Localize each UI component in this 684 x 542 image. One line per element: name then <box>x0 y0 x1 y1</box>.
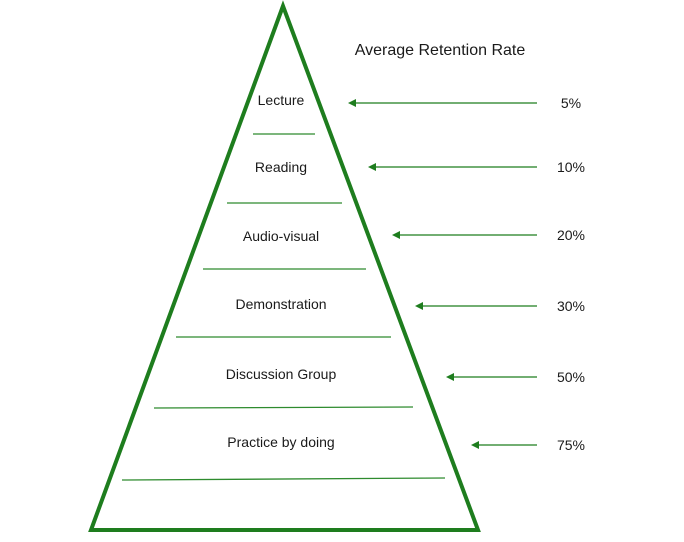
retention-rate: 10% <box>557 159 585 175</box>
level-divider-6 <box>121 477 446 481</box>
level-divider-5 <box>153 406 414 409</box>
retention-rate: 5% <box>561 95 581 111</box>
level-label: Lecture <box>258 92 305 108</box>
retention-arrow <box>392 231 537 239</box>
arrow-head <box>471 441 479 449</box>
level-label: Audio-visual <box>243 228 319 244</box>
arrow-head <box>348 99 356 107</box>
pyramid-outline <box>88 0 481 532</box>
retention-rate: 30% <box>557 298 585 314</box>
retention-rate: 20% <box>557 227 585 243</box>
retention-rate: 50% <box>557 369 585 385</box>
retention-arrow <box>471 441 537 449</box>
retention-arrow <box>348 99 537 107</box>
arrow-head <box>446 373 454 381</box>
pyramid-levels: Lecture 5% Reading 10% Audio-visual 20% Demons… <box>121 92 585 481</box>
retention-rate: 75% <box>557 437 585 453</box>
level-label: Demonstration <box>235 296 326 312</box>
retention-arrow <box>415 302 537 310</box>
arrow-head <box>415 302 423 310</box>
diagram-title: Average Retention Rate <box>355 42 526 59</box>
level-label: Practice by doing <box>227 434 334 450</box>
level-label: Reading <box>255 159 307 175</box>
retention-arrow <box>368 163 537 171</box>
arrow-head <box>368 163 376 171</box>
arrow-head <box>392 231 400 239</box>
level-label: Discussion Group <box>226 366 337 382</box>
retention-arrow <box>446 373 537 381</box>
